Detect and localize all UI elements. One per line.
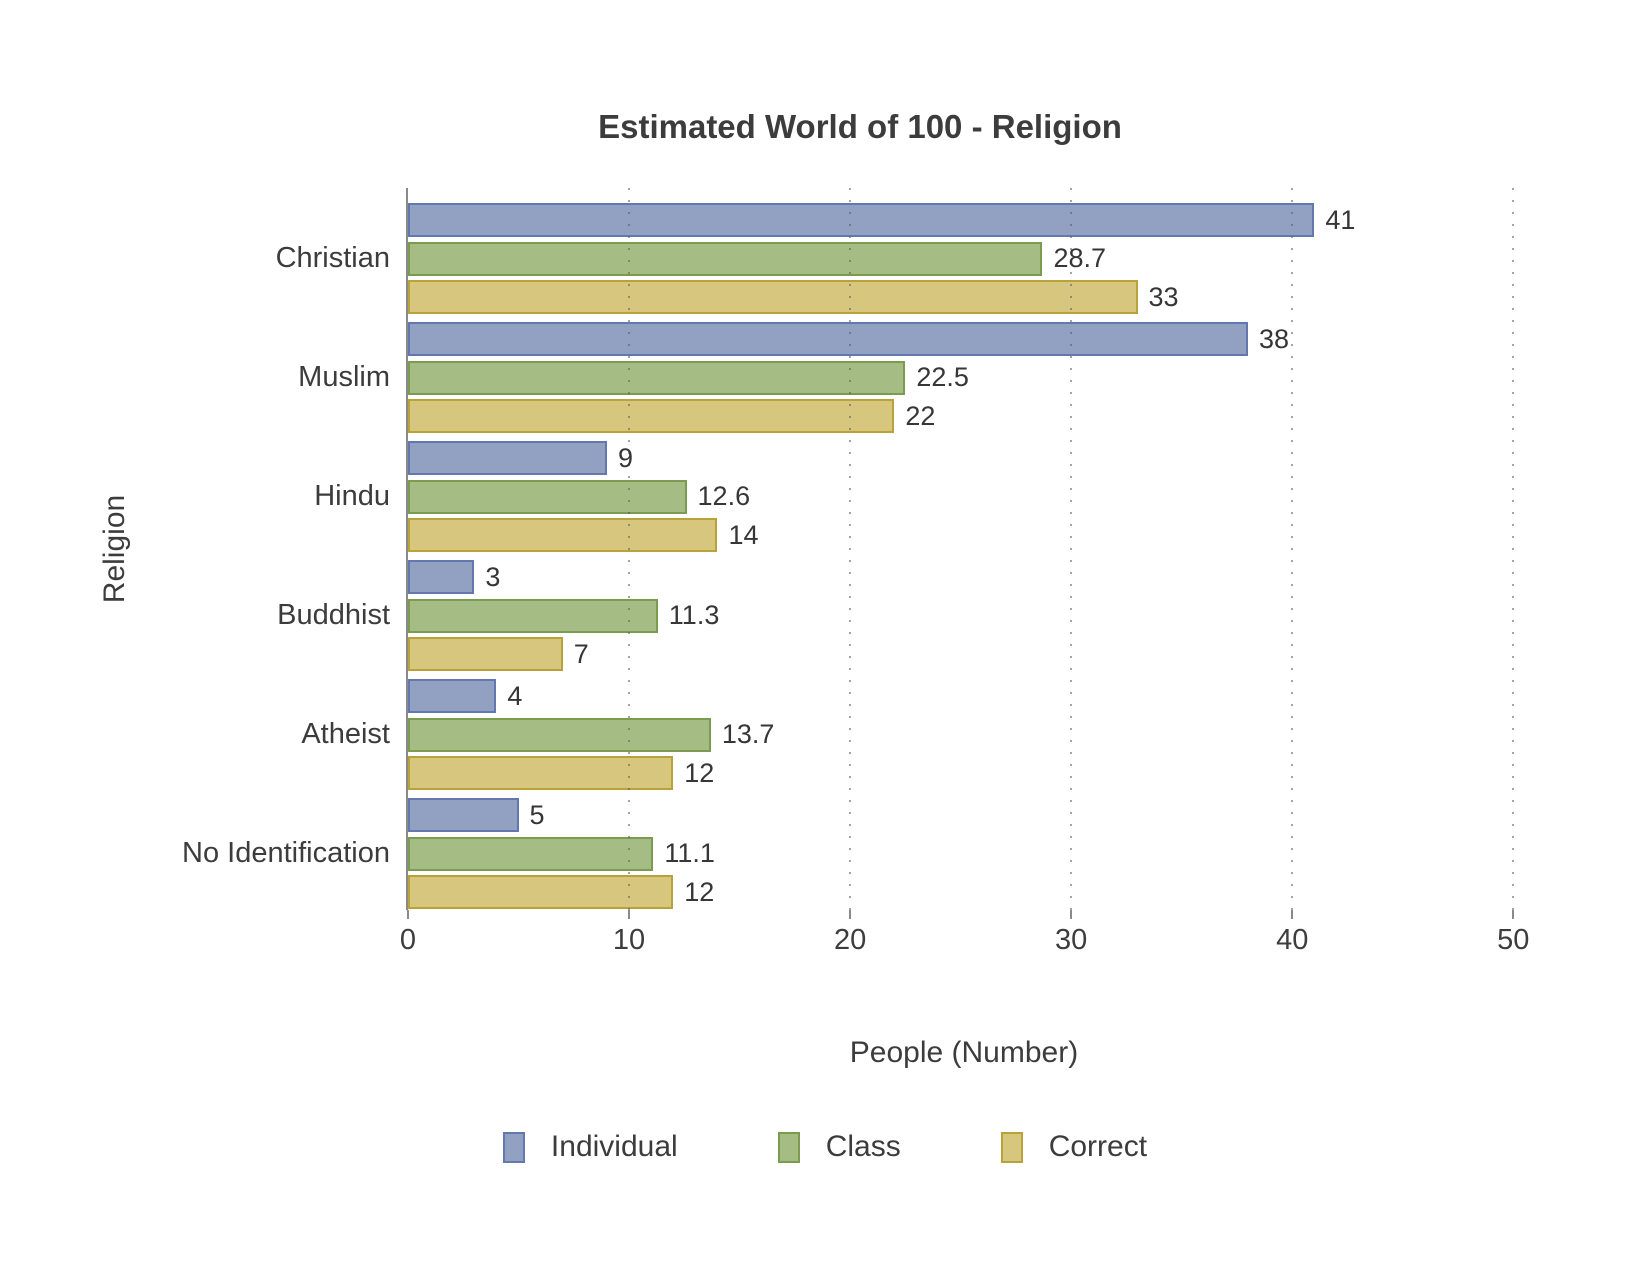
- bar-value-label: 13.7: [721, 719, 775, 749]
- legend-swatch-individual: [502, 1131, 525, 1163]
- x-axis-tick-10: [628, 910, 631, 919]
- bar-value-label: 11.3: [668, 600, 720, 630]
- legend: Individual Class Correct: [0, 1130, 1650, 1164]
- bar-correct: [408, 399, 895, 433]
- legend-swatch-class: [777, 1131, 800, 1163]
- category-label: Muslim: [298, 361, 390, 393]
- bar-correct: [408, 875, 674, 909]
- bar-value-label: 28.7: [1053, 243, 1106, 273]
- bar-individual: [408, 203, 1315, 237]
- x-tick-label-50: 50: [1497, 924, 1530, 956]
- bar-value-label: 3: [485, 561, 501, 592]
- bar-group-muslim: Muslim 38 22.5 22: [298, 322, 1573, 433]
- bar-group-hindu: Hindu 9 12.6 14: [314, 441, 1573, 552]
- x-axis-tick-40: [1291, 910, 1294, 919]
- plot-area: 0 10 20 30 40 50 Christian 41 28.7 33 Muslim 38 22.5…: [182, 188, 1573, 956]
- bar-value-label: 9: [617, 442, 633, 473]
- category-label: Buddhist: [277, 599, 390, 631]
- bar-group-buddhist: Buddhist 3 11.3 7: [277, 560, 1573, 671]
- bar-class: [408, 360, 906, 395]
- bar-individual: [408, 322, 1249, 356]
- bar-value-label: 33: [1148, 281, 1179, 312]
- bar-value-label: 4: [507, 680, 523, 711]
- bar-individual: [408, 560, 475, 594]
- x-axis-tick-30: [1070, 910, 1073, 919]
- bar-group-no-identification: No Identification 5 11.1 12: [182, 798, 1573, 909]
- bar-value-label: 12.6: [697, 481, 751, 511]
- x-axis-tick-20: [849, 910, 852, 919]
- legend-label: Individual: [550, 1130, 678, 1163]
- bar-value-label: 7: [573, 638, 589, 669]
- legend-swatch-correct: [1000, 1131, 1023, 1163]
- chart-title: Estimated World of 100 - Religion: [598, 108, 1122, 145]
- bar-group-christian: Christian 41 28.7 33: [276, 203, 1573, 314]
- bar-value-label: 12: [684, 876, 715, 907]
- bar-value-label: 11.1: [664, 838, 715, 868]
- x-tick-label-0: 0: [399, 924, 417, 956]
- legend-item-class: Class: [777, 1130, 901, 1164]
- x-tick-label-40: 40: [1276, 924, 1309, 956]
- x-axis-tick-0: [407, 910, 409, 919]
- bar-individual: [408, 441, 607, 475]
- category-label: No Identification: [182, 837, 390, 869]
- bar-correct: [408, 280, 1138, 314]
- bar-individual: [408, 679, 497, 713]
- bar-class: [408, 598, 658, 633]
- bar-class: [408, 836, 654, 871]
- bar-value-label: 5: [529, 799, 545, 830]
- x-axis-label: People (Number): [849, 1036, 1079, 1069]
- x-tick-label-30: 30: [1055, 924, 1088, 956]
- legend-item-correct: Correct: [1000, 1130, 1148, 1164]
- legend-label: Class: [825, 1130, 901, 1163]
- bar-value-label: 22.5: [916, 362, 969, 392]
- bar-value-label: 22: [905, 400, 936, 431]
- bar-value-label: 14: [728, 519, 759, 550]
- bar-value-label: 41: [1325, 204, 1356, 235]
- bar-class: [408, 479, 687, 514]
- bar-individual: [408, 798, 519, 832]
- bar-value-label: 12: [684, 757, 715, 788]
- bar-correct: [408, 756, 674, 790]
- category-label: Atheist: [301, 718, 390, 750]
- bar-correct: [408, 518, 718, 552]
- bar-class: [408, 717, 711, 752]
- x-tick-label-10: 10: [612, 924, 646, 956]
- category-label: Hindu: [314, 480, 390, 512]
- legend-item-individual: Individual: [502, 1130, 678, 1164]
- legend-label: Correct: [1048, 1130, 1148, 1163]
- x-tick-label-20: 20: [833, 924, 867, 956]
- bar-class: [408, 241, 1043, 276]
- x-axis-tick-50: [1512, 910, 1515, 919]
- bar-group-atheist: Atheist 4 13.7 12: [301, 679, 1573, 790]
- category-label: Christian: [275, 242, 390, 274]
- bar-correct: [408, 637, 563, 671]
- bar-value-label: 38: [1259, 323, 1290, 354]
